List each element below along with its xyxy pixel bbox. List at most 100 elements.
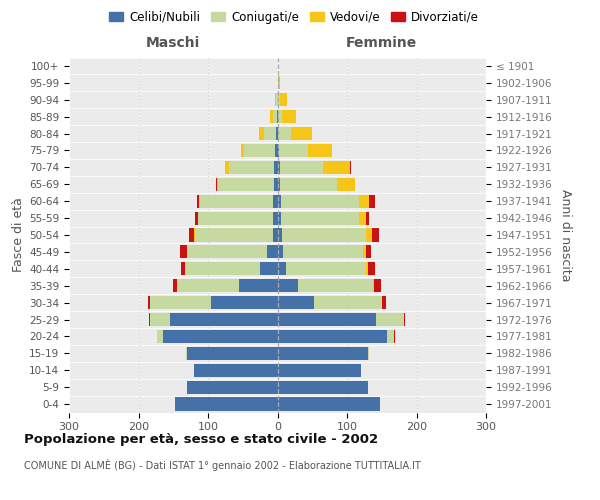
- Bar: [369, 194, 375, 208]
- Bar: [277, 296, 314, 309]
- Bar: [278, 76, 280, 90]
- Bar: [277, 144, 279, 157]
- Bar: [382, 296, 386, 309]
- Bar: [286, 262, 366, 276]
- Bar: [173, 279, 177, 292]
- Bar: [224, 161, 226, 174]
- Bar: [368, 262, 375, 276]
- Bar: [189, 228, 194, 241]
- Bar: [186, 346, 187, 360]
- Bar: [278, 127, 291, 140]
- Bar: [259, 127, 263, 140]
- Bar: [198, 212, 274, 224]
- Bar: [185, 262, 260, 276]
- Bar: [281, 194, 359, 208]
- Bar: [277, 364, 361, 377]
- Y-axis label: Anni di nascita: Anni di nascita: [559, 188, 572, 281]
- Bar: [197, 212, 198, 224]
- Y-axis label: Fasce di età: Fasce di età: [12, 198, 25, 272]
- Legend: Celibi/Nubili, Coniugati/e, Vedovi/e, Divorziati/e: Celibi/Nubili, Coniugati/e, Vedovi/e, Di…: [104, 6, 484, 28]
- Bar: [277, 380, 368, 394]
- Bar: [368, 346, 369, 360]
- Bar: [366, 262, 368, 276]
- Bar: [187, 346, 277, 360]
- Text: COMUNE DI ALMÈ (BG) - Dati ISTAT 1° gennaio 2002 - Elaborazione TUTTITALIA.IT: COMUNE DI ALMÈ (BG) - Dati ISTAT 1° genn…: [24, 459, 421, 471]
- Bar: [270, 110, 272, 124]
- Bar: [275, 144, 277, 157]
- Bar: [211, 296, 277, 309]
- Bar: [323, 161, 350, 174]
- Bar: [263, 127, 276, 140]
- Bar: [274, 194, 277, 208]
- Bar: [280, 178, 337, 191]
- Bar: [279, 144, 308, 157]
- Bar: [149, 313, 151, 326]
- Bar: [180, 246, 187, 258]
- Bar: [394, 330, 395, 343]
- Bar: [244, 144, 275, 157]
- Bar: [277, 110, 278, 124]
- Bar: [272, 228, 277, 241]
- Bar: [177, 279, 239, 292]
- Bar: [337, 178, 355, 191]
- Bar: [374, 279, 381, 292]
- Bar: [239, 279, 277, 292]
- Bar: [291, 127, 311, 140]
- Bar: [194, 228, 195, 241]
- Bar: [274, 212, 277, 224]
- Bar: [388, 330, 394, 343]
- Bar: [277, 76, 278, 90]
- Bar: [314, 296, 382, 309]
- Bar: [157, 330, 163, 343]
- Bar: [280, 161, 323, 174]
- Bar: [241, 144, 244, 157]
- Bar: [278, 110, 283, 124]
- Bar: [283, 110, 296, 124]
- Bar: [366, 212, 368, 224]
- Bar: [277, 212, 281, 224]
- Bar: [404, 313, 406, 326]
- Text: Maschi: Maschi: [146, 36, 200, 50]
- Bar: [376, 313, 404, 326]
- Bar: [277, 194, 281, 208]
- Bar: [280, 93, 287, 106]
- Bar: [195, 212, 197, 224]
- Bar: [277, 93, 280, 106]
- Bar: [277, 262, 286, 276]
- Bar: [276, 127, 277, 140]
- Bar: [199, 194, 200, 208]
- Bar: [277, 228, 281, 241]
- Bar: [260, 262, 277, 276]
- Bar: [218, 178, 274, 191]
- Bar: [367, 228, 372, 241]
- Bar: [277, 178, 280, 191]
- Bar: [281, 212, 359, 224]
- Bar: [181, 262, 185, 276]
- Bar: [267, 246, 277, 258]
- Bar: [277, 161, 280, 174]
- Bar: [163, 330, 277, 343]
- Bar: [187, 380, 277, 394]
- Bar: [281, 228, 367, 241]
- Bar: [229, 161, 274, 174]
- Bar: [283, 246, 363, 258]
- Bar: [372, 228, 379, 241]
- Bar: [277, 127, 278, 140]
- Bar: [363, 246, 367, 258]
- Bar: [367, 246, 371, 258]
- Bar: [187, 246, 267, 258]
- Text: Femmine: Femmine: [346, 36, 418, 50]
- Bar: [274, 161, 277, 174]
- Bar: [148, 296, 151, 309]
- Bar: [350, 161, 351, 174]
- Bar: [275, 93, 276, 106]
- Bar: [195, 228, 272, 241]
- Bar: [359, 194, 369, 208]
- Text: Popolazione per età, sesso e stato civile - 2002: Popolazione per età, sesso e stato civil…: [24, 432, 378, 446]
- Bar: [151, 313, 170, 326]
- Bar: [197, 194, 199, 208]
- Bar: [277, 313, 376, 326]
- Bar: [274, 178, 277, 191]
- Bar: [308, 144, 332, 157]
- Bar: [200, 194, 274, 208]
